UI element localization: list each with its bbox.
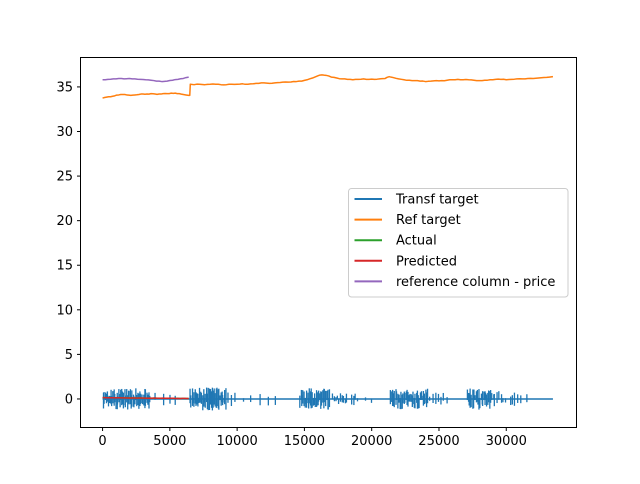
axes-frame: [80, 57, 577, 428]
legend-label-actual: Actual: [396, 234, 437, 249]
x-tick-label: 15000: [284, 434, 325, 449]
series-ref-target: [102, 74, 554, 99]
legend: Transf target Ref target Actual Predicted re…: [348, 188, 569, 298]
legend-label-transf-target: Transf target: [395, 193, 479, 208]
series-predicted: [102, 396, 189, 400]
legend-box: [348, 188, 569, 298]
legend-entry-predicted: Predicted: [354, 254, 457, 269]
x-tick-label: 5000: [153, 434, 186, 449]
legend-entry-actual: Actual: [354, 234, 437, 249]
x-tick-label: 0: [98, 434, 106, 449]
y-tick-label: 20: [56, 214, 73, 229]
legend-label-predicted: Predicted: [396, 254, 457, 269]
series-transf-target: [102, 387, 553, 411]
legend-label-ref-target: Ref target: [396, 213, 461, 228]
x-tick-label: 30000: [486, 434, 527, 449]
x-tick-label: 10000: [216, 434, 257, 449]
y-tick-label: 25: [56, 170, 73, 185]
y-tick-label: 35: [56, 80, 73, 95]
legend-entry-ref-target: Ref target: [354, 213, 461, 228]
series-reference-column-price: [102, 76, 189, 83]
x-tick-label: 25000: [418, 434, 459, 449]
y-tick-label: 5: [65, 348, 73, 363]
y-tick-label: 0: [65, 392, 73, 407]
axis-ticks: 0 5000 10000 15000 20000 25000 30000 0 5 10 15 20 25…: [56, 80, 526, 449]
legend-entry-reference-column-price: reference column - price: [354, 275, 555, 290]
legend-label-reference-column-price: reference column - price: [396, 275, 555, 290]
legend-entry-transf-target: Transf target: [354, 193, 479, 208]
y-tick-label: 10: [56, 303, 73, 318]
y-tick-label: 15: [56, 259, 73, 274]
x-tick-label: 20000: [351, 434, 392, 449]
series-lines: [102, 74, 554, 411]
y-tick-label: 30: [56, 125, 73, 140]
